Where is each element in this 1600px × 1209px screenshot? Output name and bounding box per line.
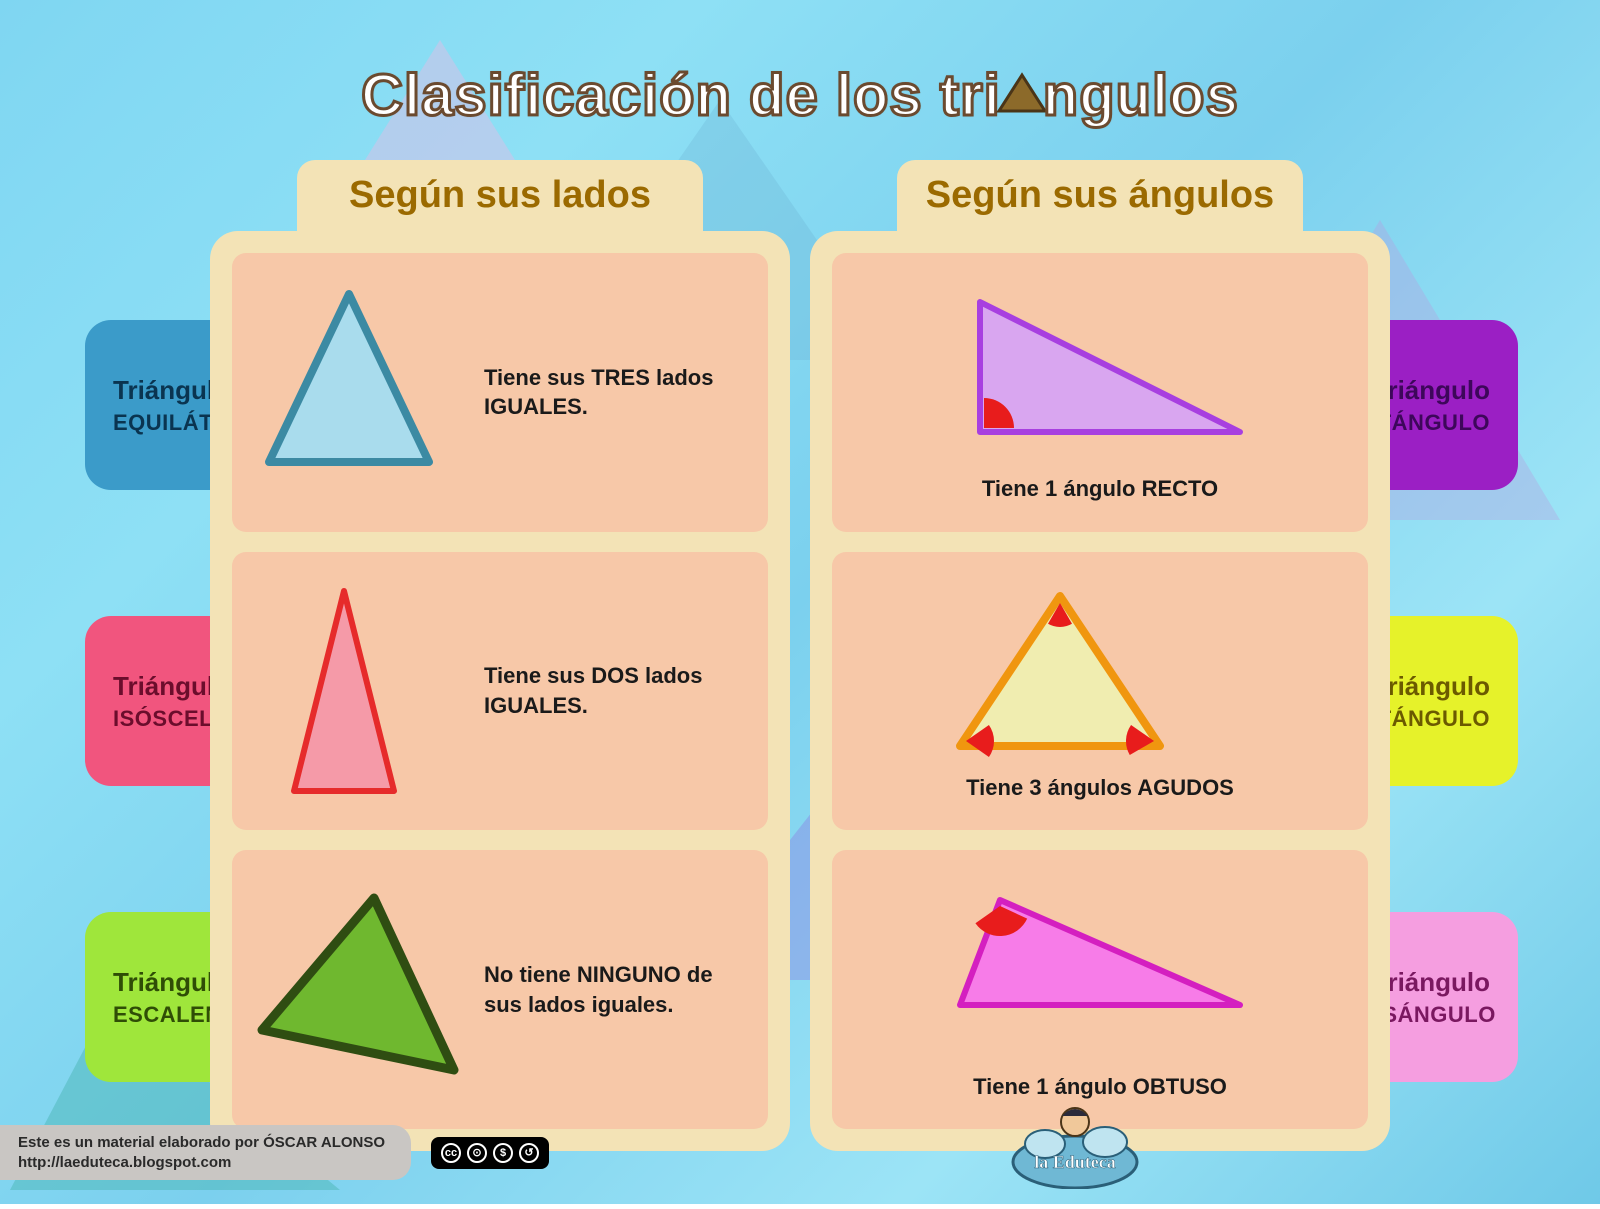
row-angulos-1: Tiene 3 ángulos AGUDOS	[832, 552, 1368, 831]
row-lados-0: Tiene sus TRES lados IGUALES.	[232, 253, 768, 532]
eduteca-logo: la Eduteca	[1000, 1094, 1150, 1194]
credit-line2: http://laeduteca.blogspot.com	[18, 1153, 385, 1173]
credit-line1: Este es un material elaborado por ÓSCAR …	[18, 1133, 385, 1153]
title-pre: Clasificación de los tri	[361, 63, 1001, 128]
row-angulos-2: Tiene 1 ángulo OBTUSO	[832, 850, 1368, 1129]
row-description: Tiene sus TRES lados IGUALES.	[484, 363, 746, 422]
footer: Este es un material elaborado por ÓSCAR …	[0, 1125, 549, 1180]
triangle-shape	[254, 282, 464, 502]
main-title: Clasificación de los tri ngulos	[361, 62, 1239, 129]
footer-credit: Este es un material elaborado por ÓSCAR …	[0, 1125, 411, 1180]
triangle-shape	[254, 880, 464, 1100]
row-description: Tiene 3 ángulos AGUDOS	[854, 775, 1346, 801]
cc-icon: cc	[441, 1143, 461, 1163]
column-right-header: Según sus ángulos	[897, 160, 1303, 237]
title-container: Clasificación de los tri ngulos	[0, 62, 1600, 129]
column-left-body: Tiene sus TRES lados IGUALES. Tiene sus D…	[210, 231, 790, 1151]
row-description: No tiene NINGUNO de sus lados iguales.	[484, 960, 746, 1019]
triangle-shape	[854, 581, 1346, 761]
row-angulos-0: Tiene 1 ángulo RECTO	[832, 253, 1368, 532]
row-description: Tiene sus DOS lados IGUALES.	[484, 661, 746, 720]
column-right: Según sus ángulos Tiene 1 ángulo RECTOTi…	[810, 160, 1390, 1151]
columns-container: Según sus lados Tiene sus TRES lados IGU…	[210, 160, 1390, 1151]
row-lados-2: No tiene NINGUNO de sus lados iguales.	[232, 850, 768, 1129]
logo-text: la Eduteca	[1034, 1152, 1116, 1172]
row-lados-1: Tiene sus DOS lados IGUALES.	[232, 552, 768, 831]
column-right-body: Tiene 1 ángulo RECTO Tiene 3 ángulos AGUD…	[810, 231, 1390, 1151]
cc-badge: cc ⊙ $ ↺	[431, 1137, 549, 1169]
triangle-shape	[254, 581, 464, 801]
sa-icon: ↺	[519, 1143, 539, 1163]
row-description: Tiene 1 ángulo RECTO	[854, 476, 1346, 502]
column-left: Según sus lados Tiene sus TRES lados IGU…	[210, 160, 790, 1151]
by-icon: ⊙	[467, 1143, 487, 1163]
title-triangle-icon	[995, 71, 1049, 115]
title-post: ngulos	[1043, 63, 1239, 128]
triangle-shape	[854, 880, 1346, 1060]
nc-icon: $	[493, 1143, 513, 1163]
triangle-shape	[854, 282, 1346, 462]
column-left-header: Según sus lados	[297, 160, 703, 237]
